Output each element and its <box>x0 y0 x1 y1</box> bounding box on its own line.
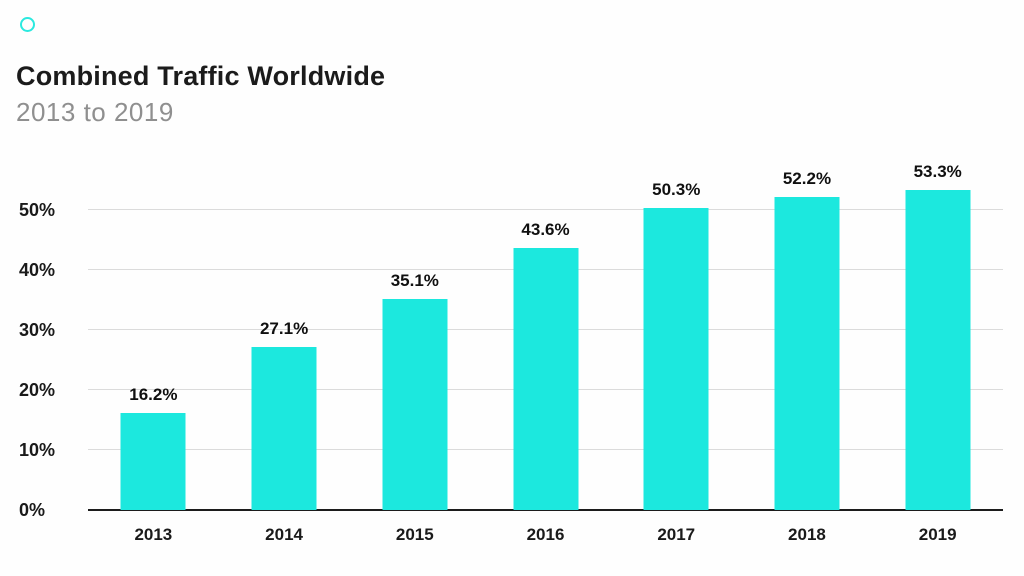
bar-slot-2014: 27.1% <box>219 150 350 510</box>
y-tick-label-50%: 50% <box>19 200 56 220</box>
bar-slot-2016: 43.6% <box>480 150 611 510</box>
y-tick-label-10%: 10% <box>19 440 56 460</box>
y-tick-label-0%: 0% <box>19 500 46 520</box>
gridline-50% <box>88 209 1003 210</box>
bar-2016 <box>513 248 579 510</box>
bar-2014 <box>251 347 317 510</box>
bar-slot-2018: 52.2% <box>742 150 873 510</box>
bar-slot-2013: 16.2% <box>88 150 219 510</box>
value-label-2014: 27.1% <box>259 319 309 339</box>
bar-2013 <box>120 412 186 510</box>
x-tick-label-2016: 2016 <box>526 525 565 544</box>
value-label-2013: 16.2% <box>129 384 178 404</box>
x-tick-label-2013: 2013 <box>134 525 173 544</box>
value-label-2019: 53.3% <box>913 162 962 182</box>
y-axis: 0% 10% 20% 30% 40% 50% <box>19 150 83 520</box>
bar-2017 <box>643 208 709 510</box>
value-label-2016: 43.6% <box>521 220 570 240</box>
x-tick-label-2014: 2014 <box>265 525 303 544</box>
chart-title: Combined Traffic Worldwide <box>16 61 386 91</box>
value-label-2015: 35.1% <box>390 271 439 291</box>
bars-layer: 16.2% 27.1% 35.1% 43.6% 50.3% 52.2% 53.3% <box>88 150 1003 510</box>
y-tick-label-30%: 30% <box>19 320 56 340</box>
bar-2018 <box>774 196 840 510</box>
chart-subtitle: 2013 to 2019 <box>16 97 174 127</box>
bar-2015 <box>382 299 448 510</box>
value-label-2018: 52.2% <box>782 168 832 188</box>
bar-chart: 16.2% 27.1% 35.1% 43.6% 50.3% 52.2% 53.3% <box>88 150 1003 511</box>
x-axis-line <box>88 509 1003 511</box>
value-label-2017: 50.3% <box>652 180 701 200</box>
x-tick-label-2018: 2018 <box>788 525 826 544</box>
bar-slot-2019: 53.3% <box>872 150 1003 510</box>
bar-slot-2015: 35.1% <box>349 150 480 510</box>
x-tick-label-2019: 2019 <box>918 525 957 544</box>
x-tick-label-2017: 2017 <box>657 525 696 544</box>
x-tick-label-2015: 2015 <box>395 525 434 544</box>
x-axis: 2013 2014 2015 2016 2017 2018 2019 <box>88 524 1003 546</box>
brand-ring-icon <box>20 17 35 32</box>
y-tick-label-20%: 20% <box>19 380 56 400</box>
bar-2019 <box>905 190 971 510</box>
y-tick-label-40%: 40% <box>19 260 56 280</box>
bar-slot-2017: 50.3% <box>611 150 742 510</box>
